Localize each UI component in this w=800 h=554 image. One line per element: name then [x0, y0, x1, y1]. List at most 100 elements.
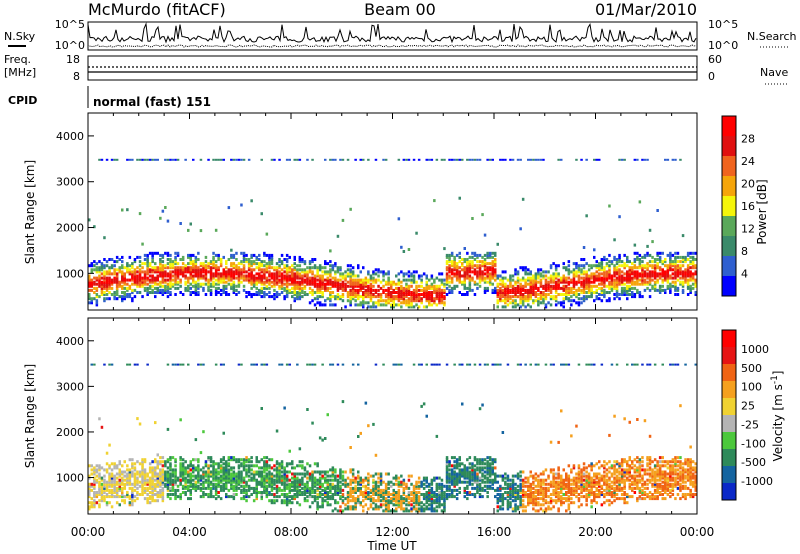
radar-cell: [288, 274, 291, 278]
radar-cell: [148, 462, 152, 466]
radar-cell: [674, 268, 677, 272]
radar-cell: [121, 280, 124, 284]
radar-cell: [265, 493, 269, 496]
radar-cell: [240, 251, 243, 255]
radar-cell: [207, 474, 210, 478]
radar-cell: [95, 282, 99, 286]
radar-cell: [694, 291, 697, 294]
radar-cell: [283, 258, 286, 261]
radar-cell: [308, 474, 312, 478]
radar-cell: [329, 295, 332, 299]
radar-cell: [88, 464, 91, 468]
radar-cell: [608, 284, 611, 288]
radar-cell: [341, 286, 345, 290]
radar-cell: [671, 268, 675, 272]
radar-cell: [260, 495, 263, 499]
radar-cell: [288, 363, 291, 366]
radar-cell: [169, 276, 172, 280]
radar-cell: [227, 458, 231, 462]
radar-cell: [159, 262, 162, 266]
radar-cell: [189, 493, 192, 496]
radar-cell: [445, 278, 449, 282]
radar-cell: [151, 491, 154, 494]
radar-cell: [217, 253, 220, 257]
radar-cell: [164, 264, 167, 268]
radar-cell: [189, 478, 192, 482]
radar-cell: [131, 262, 134, 266]
radar-cell: [653, 272, 657, 276]
radar-cell: [392, 282, 395, 286]
radar-cell: [296, 488, 299, 492]
radar-cell: [691, 258, 695, 261]
radar-cell: [296, 158, 299, 161]
radar-cell: [118, 486, 121, 490]
radar-cell: [306, 363, 309, 366]
radar-cell: [420, 284, 423, 288]
radar-cell: [400, 495, 403, 499]
radar-cell: [415, 293, 418, 296]
power-colorbar-tick-label: 16: [741, 200, 755, 213]
radar-cell: [280, 274, 284, 278]
radar-cell: [105, 282, 109, 286]
radar-cell: [126, 495, 129, 499]
radar-cell: [219, 272, 223, 276]
radar-cell: [471, 266, 474, 270]
radar-cell: [161, 472, 165, 476]
radar-cell: [359, 295, 362, 299]
radar-cell: [324, 284, 327, 288]
radar-cell: [577, 268, 581, 272]
radar-cell: [212, 282, 215, 286]
radar-cell: [357, 264, 360, 268]
radar-cell: [582, 246, 586, 249]
radar-cell: [115, 260, 119, 264]
radar-cell: [420, 480, 423, 484]
radar-cell: [336, 501, 340, 505]
radar-cell: [179, 280, 182, 284]
radar-cell: [280, 280, 284, 284]
radar-cell: [174, 472, 177, 476]
radar-cell: [486, 270, 489, 274]
radar-cell: [519, 227, 522, 231]
radar-cell: [587, 288, 591, 292]
radar-cell: [509, 278, 512, 282]
radar-cell: [252, 472, 256, 476]
radar-cell: [245, 260, 248, 264]
radar-cell: [658, 251, 662, 255]
radar-cell: [473, 258, 477, 261]
radar-cell: [521, 301, 525, 305]
radar-cell: [209, 291, 213, 294]
radar-cell: [354, 278, 357, 282]
radar-cell: [143, 286, 147, 290]
radar-cell: [126, 468, 129, 472]
radar-cell: [613, 280, 616, 284]
radar-cell: [250, 268, 253, 272]
radar-cell: [402, 493, 406, 496]
radar-cell: [488, 282, 492, 286]
radar-cell: [126, 293, 129, 296]
radar-cell: [100, 268, 104, 272]
radar-cell: [166, 158, 170, 161]
radar-cell: [598, 262, 601, 266]
radar-cell: [349, 301, 352, 305]
radar-cell: [369, 503, 373, 507]
radar-cell: [306, 491, 309, 494]
radar-cell: [417, 480, 421, 484]
radar-cell: [694, 258, 697, 261]
radar-cell: [118, 282, 121, 286]
radar-cell: [463, 293, 466, 296]
radar-cell: [351, 274, 355, 278]
radar-cell: [308, 262, 312, 266]
radar-cell: [382, 303, 385, 307]
radar-cell: [169, 280, 172, 284]
radar-cell: [681, 280, 685, 284]
radar-cell: [93, 501, 96, 505]
radar-cell: [296, 270, 299, 274]
radar-cell: [537, 270, 540, 274]
radar-cell: [164, 206, 167, 209]
radar-cell: [412, 493, 416, 496]
radar-cell: [676, 260, 680, 264]
radar-cell: [209, 458, 213, 462]
radar-cell: [230, 474, 233, 478]
radar-cell: [118, 472, 121, 476]
radar-cell: [577, 276, 581, 280]
